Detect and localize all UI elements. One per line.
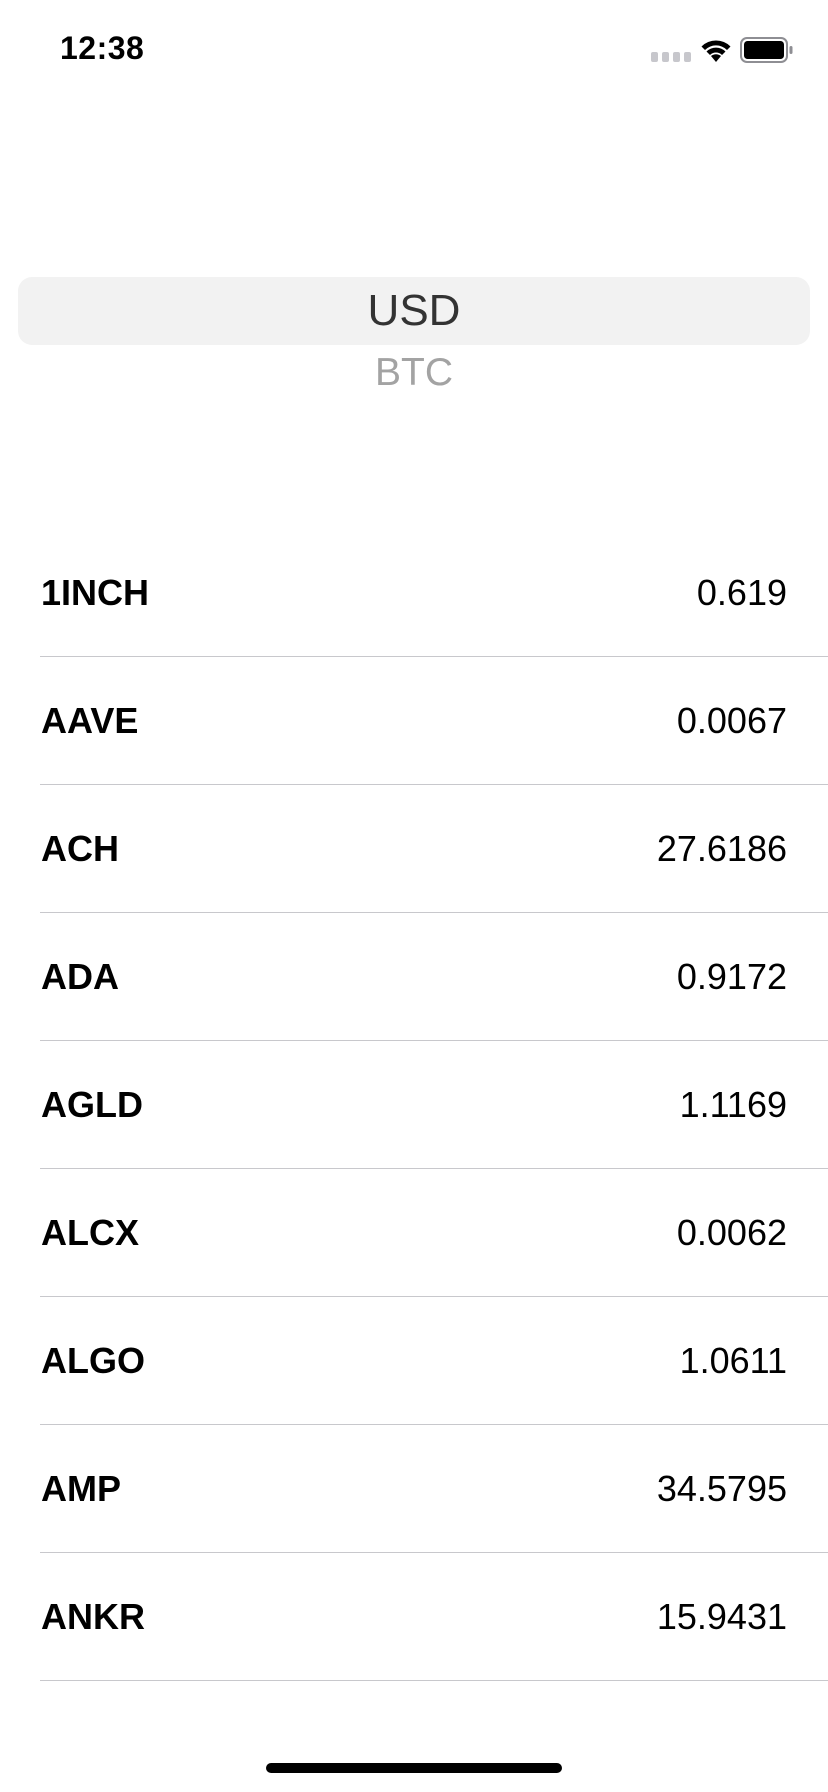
row-value: 0.0062 (676, 1212, 787, 1253)
list-row-alcx[interactable]: ALCX 0.0062 (0, 1169, 828, 1297)
row-divider (40, 912, 828, 913)
row-value: 15.9431 (656, 1596, 787, 1637)
row-divider (40, 656, 828, 657)
status-time: 12:38 (60, 30, 145, 66)
home-indicator[interactable] (266, 1763, 562, 1773)
picker-option-usd[interactable]: USD (367, 286, 461, 335)
row-value: 0.0067 (676, 700, 787, 741)
row-symbol: ALCX (41, 1212, 139, 1253)
row-symbol: ANKR (41, 1596, 145, 1637)
picker-option-btc[interactable]: BTC (375, 351, 453, 394)
row-value: 1.1169 (679, 1084, 787, 1125)
row-symbol: 1INCH (41, 572, 150, 613)
row-divider (40, 1040, 828, 1041)
row-symbol: ALGO (41, 1340, 145, 1381)
row-divider (40, 784, 828, 785)
list-row-algo[interactable]: ALGO 1.0611 (0, 1297, 828, 1425)
status-bar: 12:38 (0, 0, 828, 100)
row-symbol: AAVE (41, 700, 139, 741)
row-value: 27.6186 (656, 828, 787, 869)
row-divider (40, 1552, 828, 1553)
list-row-ankr[interactable]: ANKR 15.9431 (0, 1553, 828, 1681)
row-symbol: AMP (41, 1468, 121, 1509)
row-symbol: AGLD (41, 1084, 143, 1125)
row-divider (40, 1424, 828, 1425)
list-row-amp[interactable]: AMP 34.5795 (0, 1425, 828, 1553)
currency-picker[interactable]: USD BTC (18, 277, 810, 427)
row-symbol: ACH (41, 828, 119, 869)
row-value: 34.5795 (656, 1468, 787, 1509)
picker-selection-highlight (18, 277, 810, 345)
row-divider (40, 1680, 828, 1681)
row-value: 1.0611 (679, 1340, 787, 1381)
list-row-ach[interactable]: ACH 27.6186 (0, 785, 828, 913)
signal-icon (651, 52, 691, 62)
row-divider (40, 1168, 828, 1169)
wifi-icon (701, 40, 731, 62)
price-list: 1INCH 0.619 AAVE 0.0067 ACH 27.6186 ADA … (0, 529, 828, 1681)
row-value: 0.619 (696, 572, 787, 613)
list-row-ada[interactable]: ADA 0.9172 (0, 913, 828, 1041)
row-divider (40, 1296, 828, 1297)
row-value: 0.9172 (676, 956, 787, 997)
battery-icon (740, 37, 793, 63)
list-row-1inch[interactable]: 1INCH 0.619 (0, 529, 828, 657)
list-row-aave[interactable]: AAVE 0.0067 (0, 657, 828, 785)
list-row-agld[interactable]: AGLD 1.1169 (0, 1041, 828, 1169)
row-symbol: ADA (41, 956, 119, 997)
